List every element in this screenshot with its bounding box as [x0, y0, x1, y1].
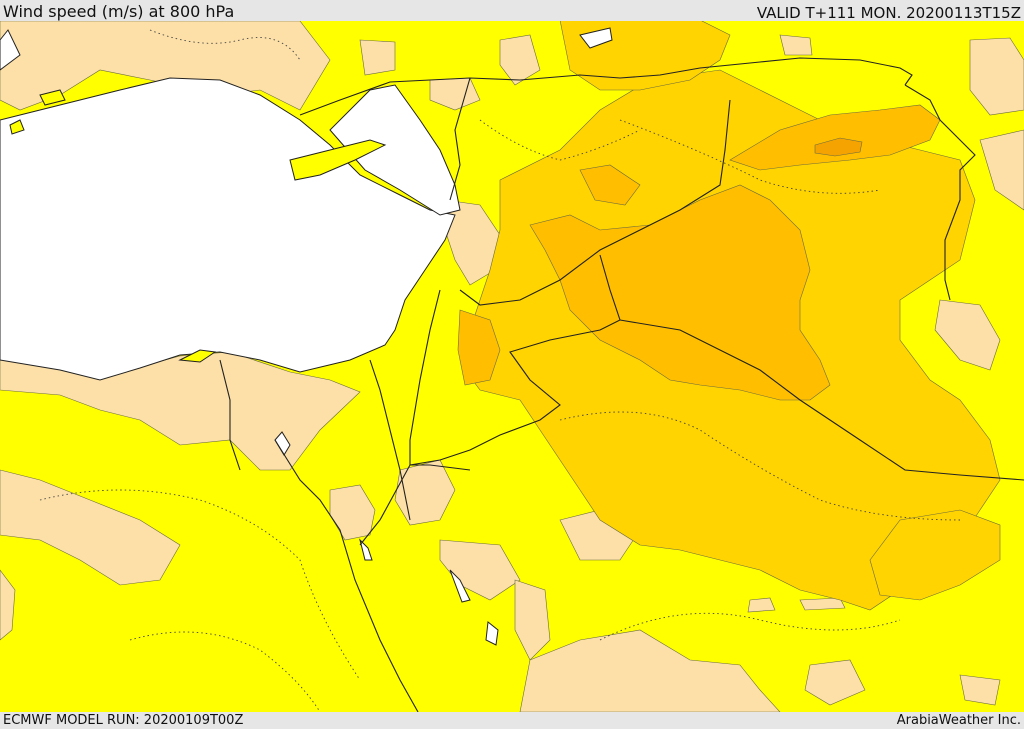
- strong-wind-areas: [457, 104, 941, 401]
- footer-bar: [0, 712, 1024, 729]
- wind-speed-map: [0, 21, 1024, 712]
- credit: ArabiaWeather Inc.: [896, 713, 1021, 728]
- very-strong-wind-areas: [814, 137, 863, 157]
- model-run: ECMWF MODEL RUN: 20200109T00Z: [3, 713, 244, 728]
- valid-time: VALID T+111 MON. 20200113T15Z: [756, 4, 1021, 22]
- header-bar: [0, 0, 1024, 21]
- map-title: Wind speed (m/s) at 800 hPa: [3, 2, 235, 21]
- sea-areas: [0, 27, 613, 646]
- country-borders: [219, 57, 1024, 712]
- contour-lines: [39, 29, 961, 712]
- islands: [9, 89, 387, 363]
